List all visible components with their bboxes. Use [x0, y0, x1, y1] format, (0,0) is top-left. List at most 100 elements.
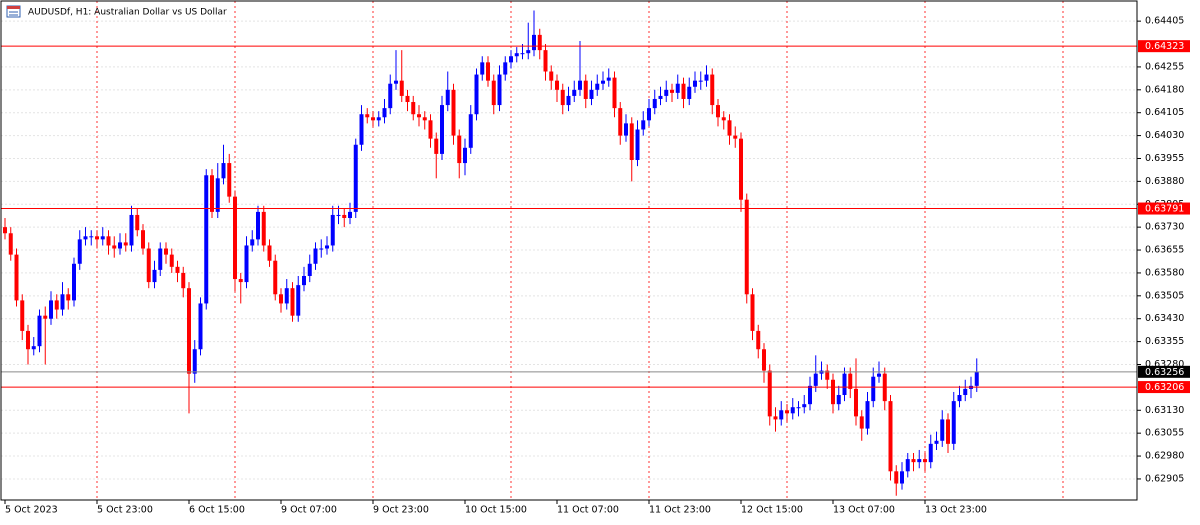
candle-body: [244, 245, 249, 283]
candle-body: [842, 373, 847, 396]
y-tick-label: 0.64105: [1145, 107, 1184, 118]
candle-body: [95, 236, 99, 240]
candle-body: [175, 266, 180, 273]
candle-body: [963, 388, 968, 396]
candle-body: [72, 263, 76, 301]
candle-body: [187, 288, 191, 374]
candle-body: [698, 80, 703, 82]
candle-body: [635, 129, 640, 161]
candle-body: [532, 34, 536, 51]
candle-body: [624, 123, 628, 136]
x-tick-label: 13 Oct 07:00: [833, 505, 895, 516]
candle-body: [905, 459, 910, 472]
candle-body: [89, 236, 94, 238]
candle-body: [526, 50, 531, 54]
candle-body: [946, 419, 950, 444]
y-tick-label: 0.63055: [1145, 428, 1184, 439]
candle-body: [704, 74, 709, 81]
candle-body: [716, 105, 720, 118]
candle-body: [8, 233, 13, 255]
candle-body: [808, 385, 812, 405]
candle-body: [100, 236, 105, 240]
candle-body: [923, 459, 927, 463]
candle-body: [572, 89, 577, 96]
price-label: 0.63791: [1145, 204, 1184, 215]
x-tick-label: 6 Oct 15:00: [189, 505, 245, 516]
price-label: 0.63256: [1145, 367, 1184, 378]
candle-body: [813, 373, 818, 386]
candle-body: [710, 74, 715, 106]
chart-title: AUDUSDf, H1: Australian Dollar vs US Dol…: [28, 8, 227, 18]
candle-body: [261, 211, 266, 246]
candle-body: [221, 163, 226, 179]
candle-body: [733, 135, 738, 139]
candle-body: [790, 407, 795, 414]
candle-body: [871, 376, 876, 402]
candle-body: [227, 163, 232, 197]
candle-body: [509, 56, 513, 63]
candle-body: [877, 373, 881, 377]
candle-body: [928, 443, 933, 463]
candle-body: [158, 248, 163, 270]
candle-body: [210, 175, 214, 212]
candle-body: [330, 214, 335, 246]
x-tick-label: 9 Oct 23:00: [373, 505, 429, 516]
candle-body: [468, 114, 473, 148]
candle-body: [279, 294, 283, 304]
candle-body: [612, 77, 617, 109]
candle-body: [428, 120, 433, 139]
candle-body: [273, 260, 278, 295]
y-tick-label: 0.64030: [1145, 130, 1184, 141]
candle-body: [744, 199, 749, 295]
candle-body: [974, 371, 979, 386]
candle-body: [112, 245, 117, 249]
candle-body: [394, 80, 398, 84]
candle-body: [739, 138, 743, 200]
x-tick-label: 11 Oct 07:00: [557, 505, 619, 516]
candle-body: [290, 288, 295, 316]
candle-body: [934, 440, 939, 444]
symbol-icon: [6, 5, 21, 18]
price-label: 0.64323: [1145, 41, 1184, 52]
y-tick-label: 0.64405: [1145, 16, 1184, 27]
candle-body: [520, 53, 525, 55]
candle-body: [192, 349, 197, 374]
candle-body: [31, 346, 36, 350]
candle-body: [825, 370, 830, 380]
candle-body: [302, 275, 306, 286]
candle-body: [641, 120, 646, 130]
candle-body: [20, 300, 25, 331]
candle-body: [721, 117, 726, 121]
candle-body: [687, 86, 692, 99]
candle-body: [348, 211, 352, 218]
candle-body: [141, 230, 145, 249]
y-tick-label: 0.63655: [1145, 245, 1184, 256]
candle-body: [118, 242, 122, 249]
candle-body: [859, 416, 864, 429]
candle-body: [670, 89, 674, 93]
y-tick-label: 0.63430: [1145, 313, 1184, 324]
candle-body: [750, 294, 755, 331]
candle-body: [802, 404, 807, 408]
candle-body: [399, 80, 404, 96]
candle-body: [256, 211, 260, 240]
candle-body: [888, 401, 893, 472]
candle-body: [555, 80, 559, 90]
y-tick-label: 0.63730: [1145, 222, 1184, 233]
y-tick-label: 0.63580: [1145, 267, 1184, 278]
candle-body: [957, 395, 962, 402]
candle-body: [601, 80, 605, 84]
candle-body: [589, 89, 594, 99]
y-tick-label: 0.63880: [1145, 176, 1184, 187]
candle-body: [756, 330, 761, 350]
candle-body: [267, 245, 272, 261]
candle-body: [836, 395, 841, 405]
price-label-box: [1138, 202, 1190, 215]
candle-body: [911, 459, 916, 463]
candle-body: [762, 349, 766, 371]
candle-body: [578, 80, 582, 90]
candle-body: [647, 108, 651, 121]
candle-body: [382, 108, 387, 118]
candle-body: [106, 236, 111, 246]
candle-body: [831, 379, 835, 405]
